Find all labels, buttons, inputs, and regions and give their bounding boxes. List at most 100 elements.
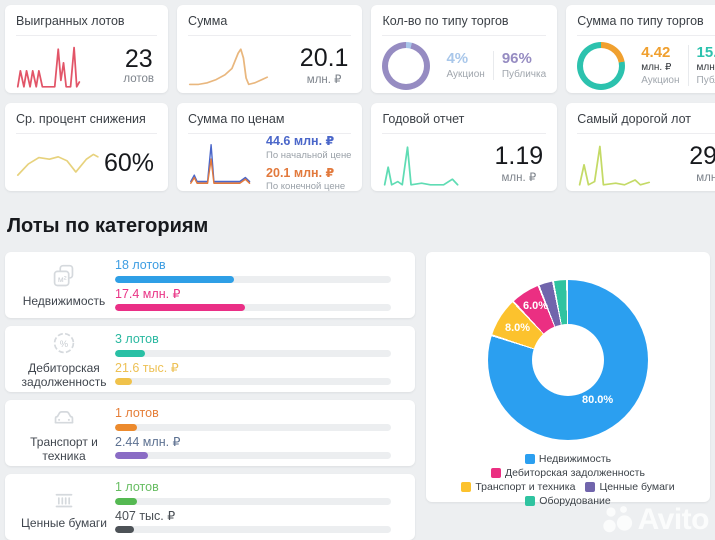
legend-label: Недвижимость bbox=[538, 453, 612, 465]
annual-report-value: 1.19 bbox=[494, 141, 544, 170]
auction-sum-unit: млн. ₽ bbox=[641, 62, 672, 74]
auction-percent: 4% bbox=[446, 49, 469, 67]
percent-badge-icon: % bbox=[48, 328, 80, 360]
legend-item-receivables[interactable]: Дебиторская задолженность bbox=[491, 467, 645, 479]
card-sum-by-prices: Сумма по ценам 44.6 млн. ₽ По начальной … bbox=[177, 103, 363, 193]
legend-item-real-estate[interactable]: Недвижимость bbox=[524, 453, 612, 465]
progress-track bbox=[115, 452, 391, 460]
avg-reduction-value: 60% bbox=[104, 149, 155, 178]
card-title: Сумма bbox=[188, 14, 352, 36]
category-label: Ценные бумаги bbox=[21, 516, 107, 531]
legend-swatch bbox=[585, 482, 596, 492]
most-expensive-unit: млн. ₽ bbox=[696, 172, 715, 185]
lots-count-value: 1 лотов bbox=[115, 479, 159, 494]
progress-fill bbox=[115, 304, 245, 312]
annual-report-sparkline-chart bbox=[384, 145, 460, 186]
progress-fill bbox=[115, 423, 138, 431]
lots-count-row: 18 лотов bbox=[115, 258, 391, 283]
legend-swatch bbox=[525, 496, 536, 506]
card-title: Самый дорогой лот bbox=[577, 112, 715, 134]
legend-swatch bbox=[524, 454, 535, 464]
auction-sum-stat: 4.42 млн. ₽ Аукцион bbox=[633, 43, 680, 87]
progress-fill bbox=[115, 452, 149, 460]
won-lots-sparkline-chart bbox=[16, 46, 81, 88]
total-sum-value: 20.1 bbox=[299, 43, 349, 72]
lots-sum-row: 21.6 тыс. ₽ bbox=[115, 361, 391, 386]
category-card-transport: Транспорт и техника 1 лотов 2.44 млн. ₽ bbox=[5, 400, 415, 466]
start-price-label: По начальной цене bbox=[266, 149, 352, 161]
avito-wordmark: Avito bbox=[637, 503, 710, 536]
svg-text:%: % bbox=[60, 338, 69, 349]
legend-label: Транспорт и техника bbox=[475, 481, 576, 493]
progress-fill bbox=[115, 275, 234, 283]
legend-item-equipment[interactable]: Оборудование bbox=[525, 495, 611, 507]
start-price-row: 44.6 млн. ₽ По начальной цене bbox=[266, 133, 352, 161]
card-title: Ср. процент снижения bbox=[16, 112, 158, 134]
public-sum-label: Публичка bbox=[696, 75, 715, 87]
lots-sum-row: 407 тыс. ₽ bbox=[115, 508, 391, 534]
legend-item-transport[interactable]: Транспорт и техника bbox=[461, 481, 575, 493]
progress-track bbox=[115, 378, 391, 386]
category-card-real-estate: м² Недвижимость 18 лотов 17.4 млн. ₽ bbox=[5, 252, 415, 318]
category-label: Дебиторская задолженность bbox=[21, 361, 107, 389]
avg-reduction-sparkline-chart bbox=[16, 153, 99, 176]
legend-label: Дебиторская задолженность bbox=[505, 467, 645, 479]
lots-sum-row: 2.44 млн. ₽ bbox=[115, 435, 391, 460]
final-price-label: По конечной цене bbox=[266, 181, 346, 193]
progress-track bbox=[115, 526, 391, 534]
progress-track bbox=[115, 275, 391, 283]
auction-stat: 4% Аукцион bbox=[438, 49, 485, 81]
lots-count-row: 1 лотов bbox=[115, 479, 391, 505]
legend-item-securities[interactable]: Ценные бумаги bbox=[585, 481, 675, 493]
total-sum-unit: млн. ₽ bbox=[306, 74, 342, 87]
categories-pie-card: 80.0% 8.0% 6.0% Недвижимость Дебиторская… bbox=[426, 252, 710, 507]
progress-track bbox=[115, 497, 391, 505]
categories-list: м² Недвижимость 18 лотов 17.4 млн. ₽ bbox=[5, 252, 415, 540]
total-sum-sparkline-chart bbox=[188, 47, 269, 85]
most-expensive-value: 29.7 bbox=[689, 141, 715, 170]
auction-sum-label: Аукцион bbox=[641, 75, 680, 87]
progress-fill bbox=[115, 349, 146, 357]
lots-count-row: 3 лотов bbox=[115, 332, 391, 357]
pie-label-real-estate: 80.0% bbox=[582, 394, 614, 406]
card-total-sum: Сумма 20.1 млн. ₽ bbox=[177, 5, 363, 93]
legend-swatch bbox=[461, 482, 472, 492]
final-price-value: 20.1 млн. ₽ bbox=[266, 165, 335, 180]
card-count-by-type: Кол-во по типу торгов 4% Аукцион 96% Пуб… bbox=[371, 5, 558, 93]
auction-sum-value: 4.42 bbox=[641, 43, 671, 61]
category-card-receivables: % Дебиторская задолженность 3 лотов 21.6… bbox=[5, 326, 415, 392]
lots-count-row: 1 лотов bbox=[115, 405, 391, 431]
legend-swatch bbox=[491, 468, 502, 478]
avito-watermark: Avito bbox=[600, 502, 710, 538]
lots-count-value: 1 лотов bbox=[115, 405, 159, 420]
legend-label: Оборудование bbox=[539, 495, 611, 507]
final-price-row: 20.1 млн. ₽ По конечной цене bbox=[266, 165, 351, 193]
section-title: Лоты по категориям bbox=[7, 215, 209, 237]
pie-label-transport: 8.0% bbox=[505, 322, 531, 334]
card-most-expensive-lot: Самый дорогой лот 29.7 млн. ₽ bbox=[566, 103, 715, 191]
svg-text:м²: м² bbox=[58, 274, 67, 284]
category-label: Недвижимость bbox=[22, 294, 106, 309]
lots-sum-value: 17.4 млн. ₽ bbox=[115, 286, 181, 301]
progress-fill bbox=[115, 497, 138, 505]
categories-donut-chart: 80.0% 8.0% 6.0% bbox=[488, 280, 648, 440]
bank-columns-icon bbox=[48, 483, 80, 515]
car-icon bbox=[48, 402, 80, 434]
card-title: Кол-во по типу торгов bbox=[382, 14, 547, 36]
public-label: Публичка bbox=[501, 69, 547, 81]
category-card-securities: Ценные бумаги 1 лотов 407 тыс. ₽ bbox=[5, 474, 415, 540]
public-sum-unit: млн. ₽ bbox=[696, 62, 715, 74]
legend-label: Ценные бумаги bbox=[599, 481, 675, 493]
card-annual-report: Годовой отчет 1.19 млн. ₽ bbox=[371, 103, 558, 191]
start-price-value: 44.6 млн. ₽ bbox=[266, 133, 335, 148]
progress-fill bbox=[115, 378, 132, 386]
most-expensive-sparkline-chart bbox=[578, 145, 651, 186]
lots-sum-value: 407 тыс. ₽ bbox=[115, 508, 176, 523]
card-title: Сумма по типу торгов bbox=[577, 14, 715, 36]
auction-label: Аукцион bbox=[446, 69, 485, 81]
card-title: Годовой отчет bbox=[382, 112, 547, 134]
annual-report-unit: млн. ₽ bbox=[501, 172, 537, 185]
progress-track bbox=[115, 304, 391, 312]
card-won-lots: Выигранных лотов 23 лотов bbox=[5, 5, 169, 93]
